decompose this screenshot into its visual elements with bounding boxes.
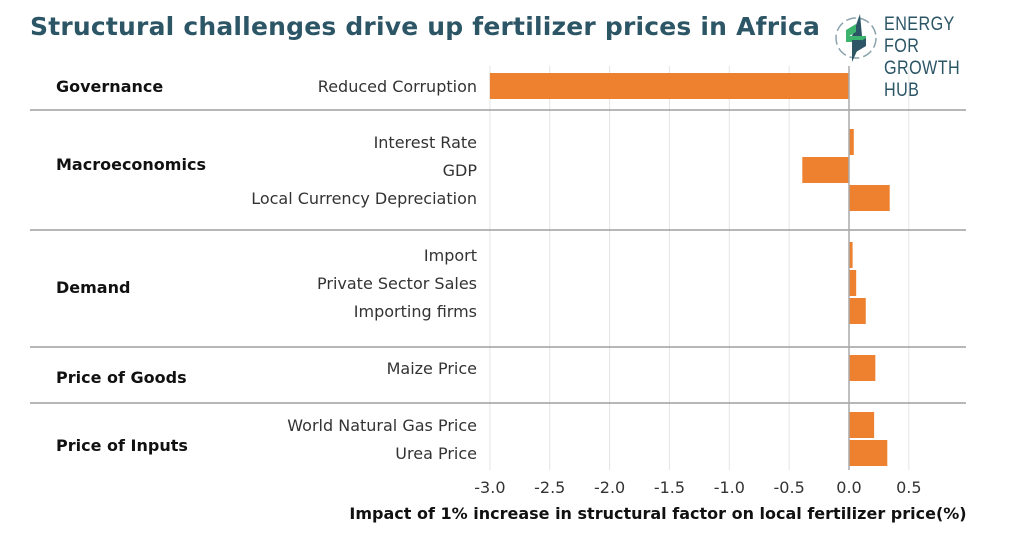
bar: [849, 185, 890, 211]
x-tick-labels: -3.0 -2.5 -2.0 -1.5 -1.0 -0.5 0.0 0.5: [474, 478, 921, 497]
bars: [489, 73, 890, 466]
x-tick-label: 0.0: [836, 478, 861, 497]
bar-label: GDP: [443, 161, 478, 180]
x-tick-label: 0.5: [896, 478, 921, 497]
logo-text-line2: GROWTH HUB: [884, 58, 961, 101]
group-separators: [30, 109, 966, 404]
bar: [849, 298, 866, 324]
group-label: Demand: [56, 278, 130, 297]
bar-label: Interest Rate: [374, 133, 477, 152]
logo-text-line1: ENERGY FOR: [884, 14, 955, 57]
bar-label: Private Sector Sales: [317, 274, 477, 293]
bar: [849, 242, 853, 268]
bar: [849, 270, 857, 296]
bar-label: World Natural Gas Price: [287, 416, 477, 435]
bar-label: Reduced Corruption: [318, 77, 477, 96]
x-axis-label: Impact of 1% increase in structural fact…: [349, 504, 966, 523]
group-label: Price of Goods: [56, 368, 187, 387]
group-label: Macroeconomics: [56, 155, 206, 174]
group-label: Price of Inputs: [56, 436, 188, 455]
gridlines: [489, 66, 910, 470]
bar: [849, 355, 876, 381]
energy-for-growth-hub-logo: ENERGY FOR GROWTH HUB: [832, 10, 1012, 101]
bar-label: Import: [424, 246, 477, 265]
x-tick-label: -0.5: [774, 478, 805, 497]
logo-mark-icon: [835, 14, 877, 62]
x-tick-label: -1.5: [654, 478, 685, 497]
x-tick-label: -2.0: [594, 478, 625, 497]
group-label: Governance: [56, 77, 163, 96]
bar-label: Maize Price: [387, 359, 477, 378]
bar-label: Local Currency Depreciation: [251, 189, 477, 208]
bar: [849, 440, 888, 466]
bar: [849, 129, 854, 155]
x-tick-label: -2.5: [534, 478, 565, 497]
group-labels: Governance Macroeconomics Demand Price of G…: [56, 77, 206, 455]
bar-label: Urea Price: [395, 444, 477, 463]
x-tick-label: -3.0: [474, 478, 505, 497]
bar-label: Importing firms: [354, 302, 477, 321]
chart-title: Structural challenges drive up fertilize…: [30, 12, 821, 41]
bar-labels: Reduced Corruption Interest Rate GDP Local …: [251, 77, 477, 463]
bar: [802, 157, 849, 183]
bar: [849, 412, 875, 438]
bar: [489, 73, 849, 99]
x-tick-label: -1.0: [714, 478, 745, 497]
